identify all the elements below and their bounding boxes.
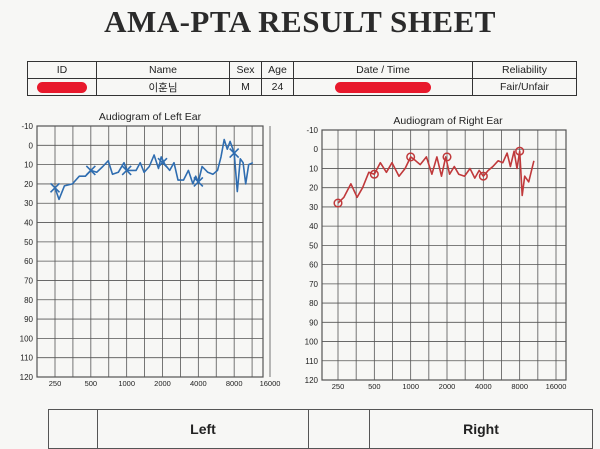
- reliability-value: Fair/Unfair: [472, 78, 577, 96]
- right-threshold-line: [337, 150, 535, 204]
- right-x-tick-label: 500: [368, 382, 381, 391]
- right-y-tick-label: 40: [309, 222, 318, 231]
- right-section-header: Right: [369, 409, 593, 449]
- left-y-tick-label: 30: [24, 199, 33, 208]
- left-x-marker: [193, 176, 204, 188]
- left-x-tick-label: 4000: [190, 379, 207, 388]
- left-y-tick-label: -10: [21, 122, 33, 131]
- sheet-title: AMA-PTA RESULT SHEET: [104, 4, 496, 39]
- right-y-tick-label: 10: [309, 164, 318, 173]
- right-y-tick-label: 110: [305, 357, 318, 366]
- right-o-marker: [478, 171, 488, 181]
- right-x-tick-label: 4000: [475, 382, 492, 391]
- left-y-tick-label: 90: [24, 315, 33, 324]
- right-y-tick-label: 0: [314, 145, 319, 154]
- left-x-tick-label: 16000: [260, 379, 281, 388]
- left-y-tick-label: 60: [24, 257, 33, 266]
- right-y-tick-label: 20: [309, 184, 318, 193]
- left-y-tick-label: 120: [20, 373, 34, 382]
- left-x-marker: [85, 165, 96, 176]
- right-x-tick-label: 8000: [511, 382, 528, 391]
- summary-spacer-cell: [308, 409, 370, 449]
- left-x-marker: [49, 182, 61, 193]
- id-redaction: [37, 81, 87, 93]
- right-o-marker: [406, 152, 416, 162]
- right-o-marker: [369, 169, 379, 179]
- left-y-tick-label: 100: [20, 334, 34, 343]
- right-y-tick-label: -10: [306, 126, 318, 135]
- patient-info-table: ID Name Sex Age Date / Time Reliability …: [27, 61, 577, 96]
- right-y-tick-label: 90: [309, 318, 318, 327]
- left-y-tick-label: 10: [24, 161, 33, 170]
- right-y-tick-label: 100: [305, 338, 319, 347]
- name-value: 이훈님: [96, 78, 230, 96]
- right-y-tick-label: 60: [309, 261, 318, 270]
- left-y-tick-label: 110: [20, 354, 33, 363]
- right-y-tick-label: 120: [305, 376, 319, 385]
- left-ear-audiogram: Audiogram of Left Ear -10 0 10 20 30 40 50 60 70 8…: [20, 111, 281, 388]
- left-x-marker: [229, 147, 240, 159]
- right-y-tick-label: 80: [309, 299, 318, 308]
- summary-blank-cell: [48, 409, 98, 449]
- right-o-marker: [333, 198, 343, 208]
- left-x-tick-label: 250: [49, 379, 62, 388]
- left-y-tick-label: 80: [24, 296, 33, 305]
- right-ear-audiogram: Audiogram of Right Ear -10 0 10 20 30 40 50 60 70…: [305, 115, 567, 391]
- right-x-tick-label: 250: [332, 382, 345, 391]
- date-redaction: [335, 81, 431, 93]
- left-x-tick-label: 500: [85, 379, 98, 388]
- left-x-tick-label: 2000: [154, 379, 171, 388]
- left-y-tick-label: 70: [24, 276, 33, 285]
- right-x-tick-label: 1000: [402, 382, 419, 391]
- name-header: Name: [96, 61, 230, 79]
- audiogram-svg: Audiogram of Left Ear -10 0 10 20 30 40 50 60 70 8…: [20, 111, 567, 391]
- result-summary-table: Left Right: [48, 409, 593, 449]
- right-y-tick-label: 30: [309, 203, 318, 212]
- left-y-tick-label: 20: [24, 180, 33, 189]
- sex-value: M: [229, 78, 262, 96]
- left-threshold-line: [54, 138, 254, 201]
- left-section-header: Left: [97, 409, 309, 449]
- left-x-tick-label: 1000: [118, 379, 135, 388]
- left-x-marker: [121, 165, 132, 176]
- left-y-tick-label: 0: [29, 141, 34, 150]
- left-y-tick-label: 50: [24, 238, 33, 247]
- right-y-tick-label: 70: [309, 280, 318, 289]
- right-x-tick-label: 2000: [439, 382, 456, 391]
- right-x-tick-label: 16000: [546, 382, 567, 391]
- left-x-tick-label: 8000: [226, 379, 243, 388]
- age-value: 24: [261, 78, 294, 96]
- right-o-marker: [442, 152, 452, 162]
- left-chart-title: Audiogram of Left Ear: [99, 111, 202, 123]
- right-y-tick-label: 50: [309, 241, 318, 250]
- left-y-tick-label: 40: [24, 219, 33, 228]
- right-o-marker: [515, 146, 525, 156]
- reliability-header: Reliability: [472, 61, 577, 79]
- right-chart-title: Audiogram of Right Ear: [393, 115, 503, 127]
- left-x-marker: [157, 157, 168, 168]
